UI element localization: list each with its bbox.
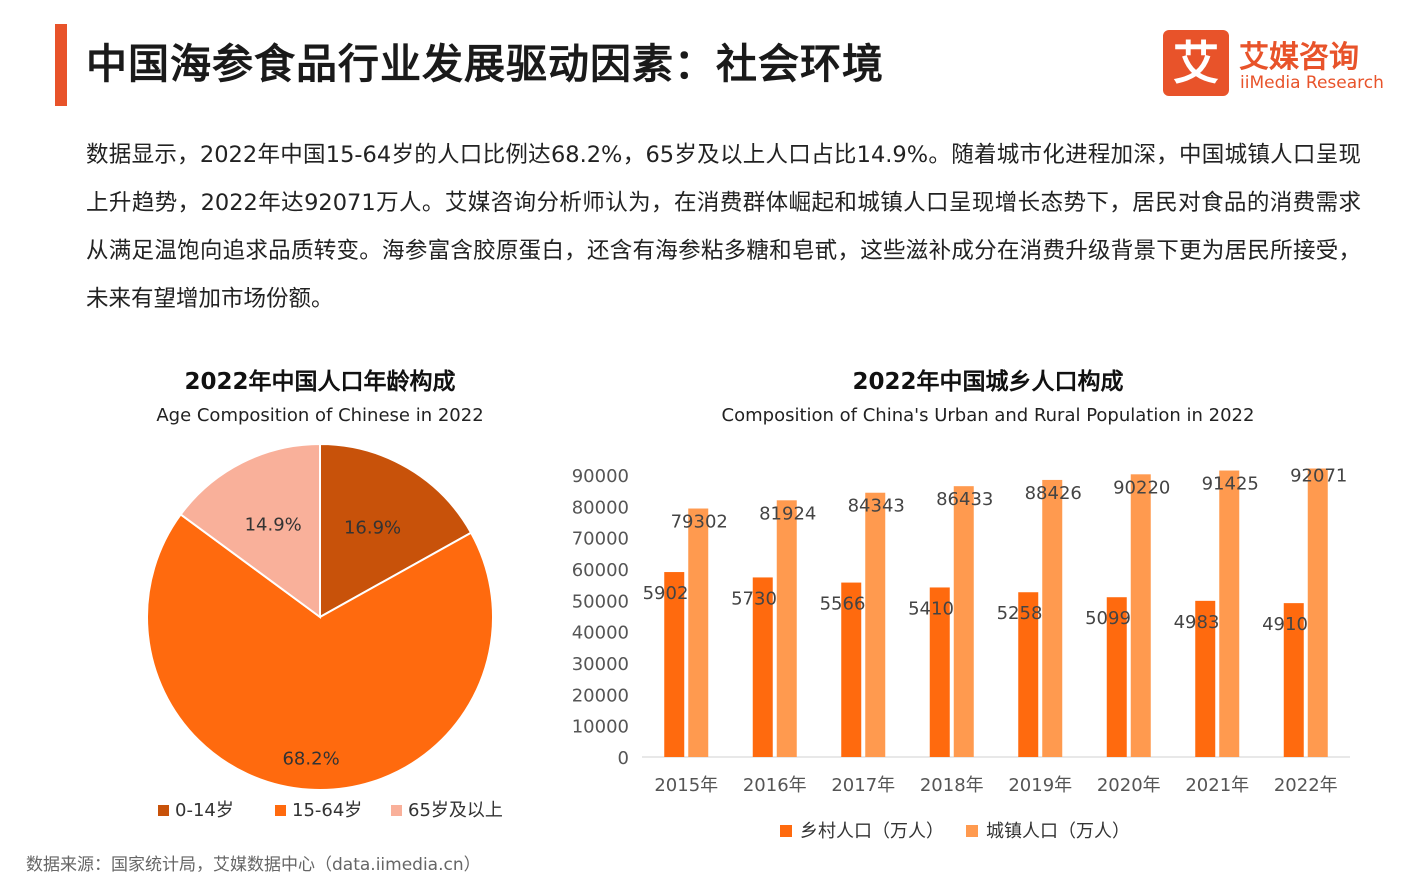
bar-legend-swatch [966, 825, 978, 837]
pie-legend-swatch [275, 805, 286, 816]
body-paragraph: 数据显示，2022年中国15-64岁的人口比例达68.2%，65岁及以上人口占比… [86, 142, 1361, 312]
bar-legend-label: 乡村人口（万人） [800, 821, 944, 842]
bar-rural [841, 582, 862, 757]
pie-legend-swatch [158, 805, 169, 816]
bar-data-label: 81924 [759, 503, 816, 524]
bar-data-label: 90220 [1113, 477, 1170, 498]
bar-data-label: 79302 [671, 512, 728, 533]
bar-rural [1018, 592, 1039, 757]
x-tick-label: 2018年 [920, 775, 984, 796]
bar-data-label: 50992 [1085, 608, 1142, 629]
pie-data-label: 16.9% [344, 517, 401, 538]
bar-urban [1307, 468, 1328, 757]
bar-legend-label: 城镇人口（万人） [986, 821, 1130, 842]
bar-chart: 0 10000 20000 30000 40000 50000 60000 70000 8000… [572, 466, 1350, 842]
y-tick-label: 10000 [572, 717, 629, 738]
pie-data-label: 68.2% [282, 749, 339, 770]
bar-data-label: 55668 [820, 594, 877, 615]
bar-chart-subtitle: Composition of China's Urban and Rural P… [721, 405, 1255, 426]
pie-chart-title: 2022年中国人口年龄构成 [184, 369, 456, 395]
bar-data-label: 84343 [848, 496, 905, 517]
logo-cn-text: 艾媒咨询 [1239, 40, 1359, 75]
y-tick-label: 80000 [572, 497, 629, 518]
bar-data-label: 88426 [1025, 483, 1082, 504]
y-tick-label: 50000 [572, 591, 629, 612]
bar-data-label: 86433 [936, 489, 993, 510]
pie-slice-15-64 [146, 513, 494, 792]
pie-chart-subtitle: Age Composition of Chinese in 2022 [156, 405, 484, 426]
y-tick-label: 0 [618, 748, 629, 769]
bar-rural [1283, 603, 1304, 757]
bar-urban [953, 486, 974, 757]
bar-data-label: 92071 [1290, 466, 1347, 487]
x-tick-label: 2020年 [1097, 775, 1161, 796]
pie-data-label: 14.9% [245, 514, 302, 535]
bar-data-label: 49835 [1174, 612, 1231, 633]
bar-data-label: 49104 [1262, 614, 1319, 635]
y-tick-label: 70000 [572, 529, 629, 550]
page-title: 中国海参食品行业发展驱动因素：社会环境 [86, 40, 884, 88]
x-tick-label: 2016年 [743, 775, 807, 796]
y-tick-label: 20000 [572, 685, 629, 706]
bar-data-label: 59024 [643, 583, 700, 604]
pie-slice-0-14 [319, 442, 473, 619]
x-tick-label: 2015年 [654, 775, 718, 796]
bar-chart-title: 2022年中国城乡人口构成 [852, 369, 1124, 395]
bar-rural [1106, 597, 1127, 757]
bar-data-label: 91425 [1202, 474, 1259, 495]
x-tick-label: 2019年 [1008, 775, 1072, 796]
logo-en-text: iiMedia Research [1240, 73, 1384, 93]
y-tick-label: 40000 [572, 623, 629, 644]
bar-data-label: 57308 [731, 588, 788, 609]
bar-urban [1219, 470, 1240, 757]
iimedia-logo: 艾 艾媒咨询 iiMedia Research [1163, 30, 1393, 98]
bar-rural [1195, 600, 1216, 757]
logo-mark: 艾 [1163, 30, 1229, 96]
bar-urban [688, 508, 709, 757]
bar-rural [664, 572, 685, 757]
pie-legend-swatch [391, 805, 402, 816]
y-tick-label: 60000 [572, 560, 629, 581]
bar-urban [865, 492, 886, 757]
bar-urban [776, 500, 797, 757]
pie-legend-label: 15-64岁 [292, 800, 362, 821]
pie-slice-65-plus [179, 442, 321, 619]
x-tick-label: 2017年 [831, 775, 895, 796]
bar-urban [1042, 479, 1063, 757]
pie-chart: 16.9% 68.2% 14.9% 0-14岁 15-64岁 65岁及以上 [146, 442, 503, 821]
y-tick-label: 30000 [572, 654, 629, 675]
bar-data-label: 52582 [997, 603, 1054, 624]
data-source: 数据来源：国家统计局，艾媒数据中心（data.iimedia.cn） [26, 855, 481, 875]
pie-legend-label: 65岁及以上 [408, 800, 503, 821]
x-tick-label: 2022年 [1274, 775, 1338, 796]
title-accent-bar [55, 24, 67, 106]
bar-urban [1130, 474, 1151, 757]
pie-legend-label: 0-14岁 [175, 800, 234, 821]
y-tick-label: 90000 [572, 466, 629, 487]
x-tick-label: 2021年 [1185, 775, 1249, 796]
bar-legend-swatch [780, 825, 792, 837]
bar-rural [752, 577, 773, 757]
bar-data-label: 54108 [908, 598, 965, 619]
bar-rural [929, 587, 950, 757]
